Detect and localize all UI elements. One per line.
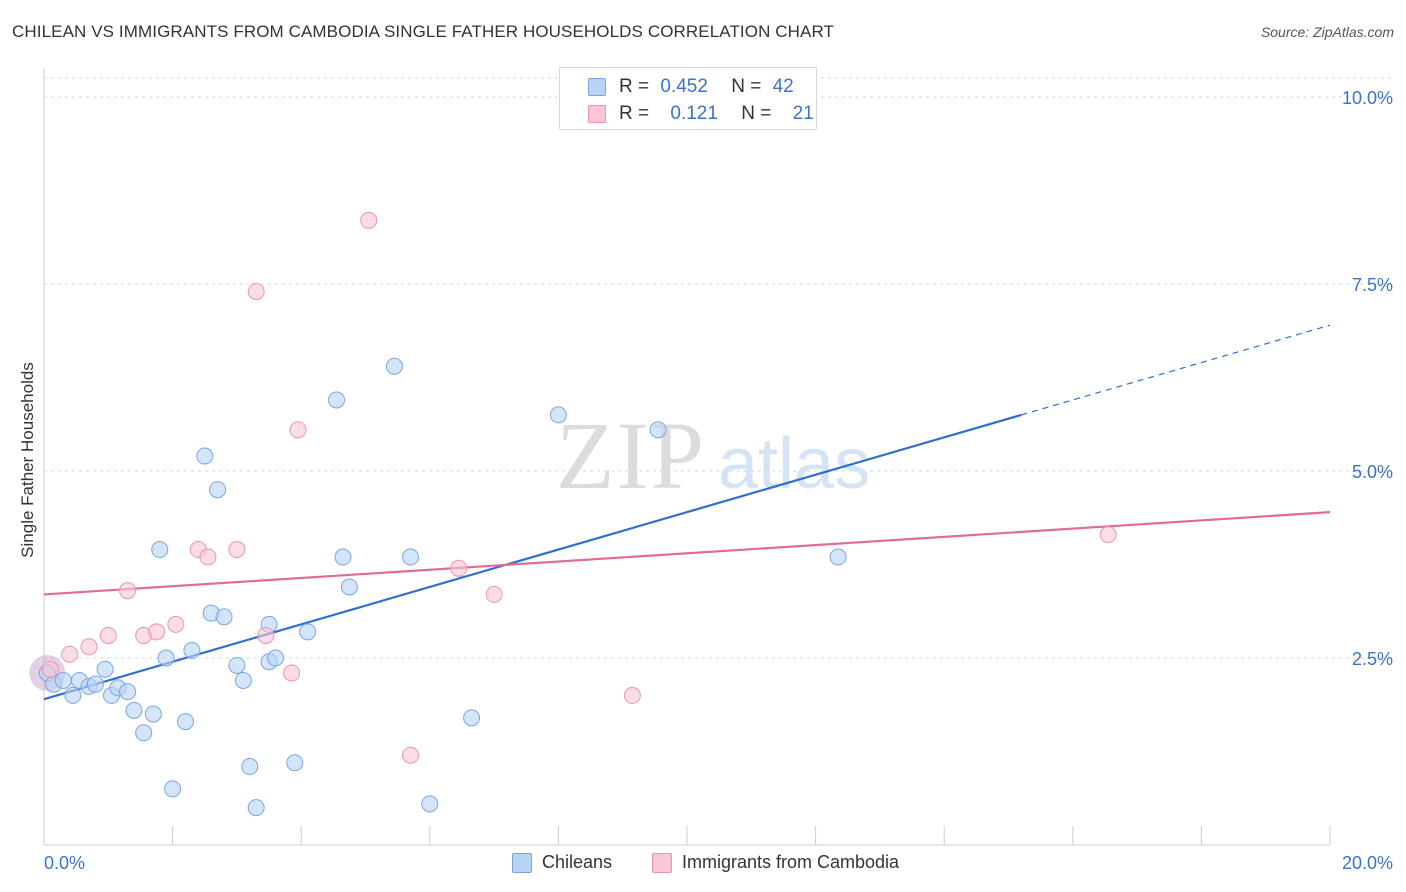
point-chileans — [125, 701, 143, 719]
point-chileans — [96, 660, 114, 678]
legend-swatch-blue — [588, 78, 606, 96]
legend-swatch-pink — [588, 105, 606, 123]
point-cambodia — [360, 211, 378, 229]
point-chileans — [549, 406, 567, 424]
point-cambodia — [623, 686, 641, 704]
legend-n-value: 42 — [772, 76, 794, 97]
point-chileans — [176, 713, 194, 731]
point-chileans — [86, 675, 104, 693]
legend-r-value: 0.452 — [660, 76, 708, 97]
point-chileans — [421, 795, 439, 813]
point-chileans — [266, 649, 284, 667]
point-chileans — [151, 541, 169, 559]
legend-swatch-chileans — [512, 852, 532, 873]
chart-title: CHILEAN VS IMMIGRANTS FROM CAMBODIA SING… — [12, 22, 835, 41]
legend-r-value: 0.121 — [670, 103, 718, 124]
legend-label-cambodia: Immigrants from Cambodia — [682, 852, 900, 872]
legend-r-label: R = — [619, 103, 650, 124]
point-chileans — [119, 683, 137, 701]
watermark-atlas: atlas — [718, 424, 870, 504]
point-chileans — [829, 548, 847, 566]
point-cambodia — [257, 627, 275, 645]
legend-n-label: N = — [741, 103, 772, 124]
point-chileans — [209, 481, 227, 499]
point-cambodia — [41, 660, 59, 678]
x-tick-label: 0.0% — [44, 853, 85, 873]
trendline-cambodia — [43, 511, 1331, 596]
legend-item-chileans: Chileans — [512, 852, 612, 873]
legend-item-cambodia: Immigrants from Cambodia — [652, 852, 899, 873]
y-tick-label: 10.0% — [1342, 88, 1393, 108]
point-chileans — [183, 642, 201, 660]
point-cambodia — [80, 638, 98, 656]
watermark: ZIP atlas — [556, 402, 870, 509]
trendline-extension-chileans — [1021, 324, 1331, 416]
point-chileans — [334, 548, 352, 566]
point-chileans — [649, 421, 667, 439]
point-chileans — [463, 709, 481, 727]
legend-n-label: N = — [731, 76, 762, 97]
y-tick-label: 2.5% — [1352, 649, 1393, 669]
point-cambodia — [99, 627, 117, 645]
point-cambodia — [283, 664, 301, 682]
point-chileans — [234, 671, 252, 689]
source-credit: Source: ZipAtlas.com — [1260, 24, 1394, 40]
trendline-chileans — [43, 413, 1022, 701]
point-cambodia — [199, 548, 217, 566]
point-cambodia — [148, 623, 166, 641]
correlation-legend: R = 0.452 N = 42 R = 0.121 N = 21 — [559, 67, 817, 130]
point-chileans — [286, 754, 304, 772]
y-tick-label: 7.5% — [1352, 275, 1393, 295]
point-cambodia — [485, 585, 503, 603]
series-legend: Chileans Immigrants from Cambodia — [0, 852, 1406, 878]
point-chileans — [402, 548, 420, 566]
point-chileans — [157, 649, 175, 667]
point-cambodia — [61, 645, 79, 663]
legend-label-chileans: Chileans — [542, 852, 613, 872]
point-cambodia — [228, 541, 246, 559]
watermark-zip: ZIP — [556, 402, 706, 509]
point-chileans — [299, 623, 317, 641]
y-axis-label: Single Father Households — [18, 362, 37, 558]
point-chileans — [164, 780, 182, 798]
point-chileans — [328, 391, 346, 409]
point-chileans — [247, 799, 265, 817]
point-chileans — [228, 656, 246, 674]
point-cambodia — [1099, 526, 1117, 544]
point-chileans — [385, 357, 403, 375]
point-chileans — [340, 578, 358, 596]
point-chileans — [54, 671, 72, 689]
point-chileans — [241, 757, 259, 775]
point-chileans — [196, 447, 214, 465]
point-chileans — [135, 724, 153, 742]
point-cambodia — [402, 746, 420, 764]
y-tick-label: 5.0% — [1352, 462, 1393, 482]
legend-r-label: R = — [619, 76, 650, 97]
x-tick-label: 20.0% — [1342, 853, 1393, 873]
point-chileans — [144, 705, 162, 723]
point-cambodia — [289, 421, 307, 439]
legend-swatch-cambodia — [652, 852, 672, 873]
legend-n-value: 21 — [792, 103, 814, 124]
point-cambodia — [247, 282, 265, 300]
point-cambodia — [119, 582, 137, 600]
point-chileans — [64, 686, 82, 704]
point-cambodia — [167, 615, 185, 633]
point-cambodia — [450, 559, 468, 577]
point-chileans — [215, 608, 233, 626]
